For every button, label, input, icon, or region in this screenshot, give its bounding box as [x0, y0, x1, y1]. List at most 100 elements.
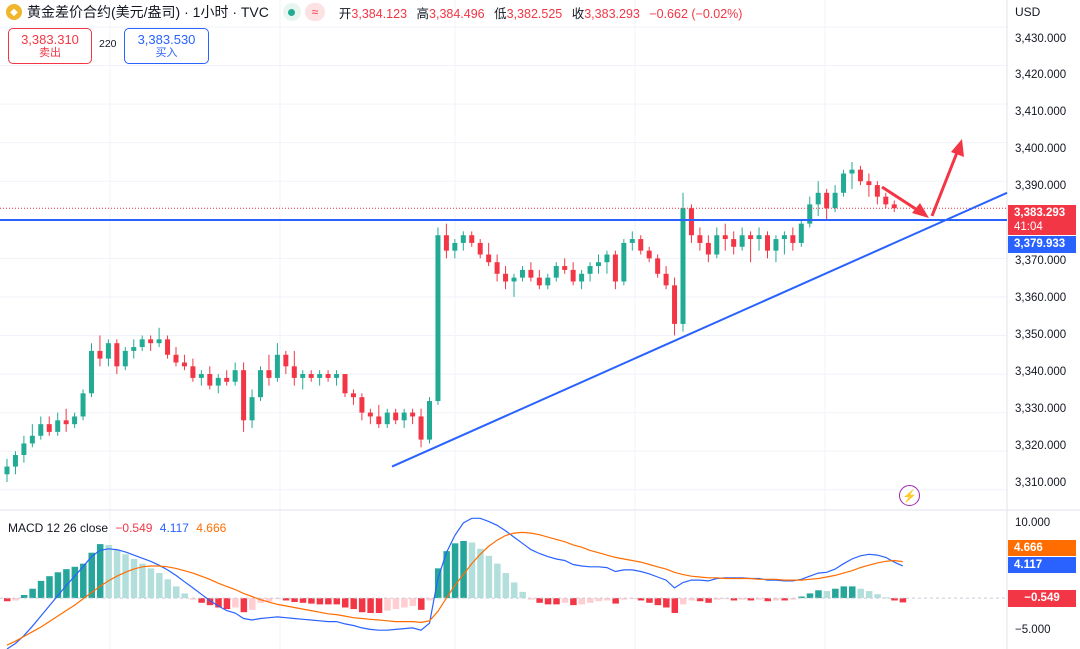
macd-hist-bar	[367, 598, 374, 613]
macd-hist-bar	[840, 586, 848, 599]
buy-price: 3,383.530	[137, 32, 196, 47]
candle-body	[503, 273, 509, 282]
buy-button[interactable]: 3,383.530 买入	[124, 28, 209, 64]
price-axis-label: 3,310.000	[1015, 477, 1067, 489]
arrow-down-drawing[interactable]	[881, 185, 929, 218]
candle-body	[72, 416, 78, 425]
candle-body	[883, 196, 889, 205]
symbol-title[interactable]: 黄金差价合约(美元/盎司) · 1小时 · TVC	[27, 4, 269, 20]
candle-body	[367, 412, 373, 417]
macd-hist-bar	[603, 598, 611, 601]
candle-body	[562, 266, 568, 270]
candle-body	[748, 235, 754, 240]
candle-body	[553, 266, 559, 278]
candle-body	[511, 277, 517, 282]
macd-hist-bar	[249, 598, 256, 610]
candle-body	[274, 354, 280, 378]
candle-body	[89, 350, 94, 394]
wave-icon[interactable]: ≈	[304, 3, 325, 21]
symbol-header: ◆ 黄金差价合约(美元/盎司) · 1小时 · TVC ≈ 开3,384.123…	[6, 2, 742, 22]
candle-body	[477, 242, 483, 255]
candle-body	[781, 235, 787, 240]
candle-body	[469, 235, 475, 243]
macd-legend[interactable]: MACD 12 26 close −0.549 4.117 4.666	[8, 521, 226, 535]
macd-hist-bar	[71, 566, 79, 599]
macd-hist-bar	[232, 598, 239, 608]
candle-body	[570, 269, 576, 282]
macd-hist-bar	[570, 598, 577, 606]
candle-body	[765, 235, 770, 251]
ohlc-close-value: 3,383.293	[584, 6, 640, 21]
candle-body	[579, 273, 585, 282]
candle-body	[545, 277, 551, 286]
macd-hist-bar	[130, 558, 138, 599]
candle-body	[494, 262, 500, 274]
macd-axis-label: −5.000	[1015, 624, 1051, 636]
sell-price: 3,383.310	[21, 32, 79, 47]
price-axis-label: 3,350.000	[1015, 329, 1067, 341]
macd-hist-bar	[561, 598, 569, 603]
macd-hist-bar	[139, 563, 146, 599]
ohlc-change: −0.662 (−0.02%)	[649, 6, 743, 21]
macd-hist-bar	[620, 598, 628, 600]
candle-body	[148, 339, 154, 344]
candle-body	[300, 374, 306, 378]
ohlc-values: 开3,384.123 高3,384.496 低3,382.525 收3,383.…	[339, 3, 743, 22]
candle-body	[773, 239, 779, 251]
candle-body	[536, 277, 542, 286]
spread-value: 220	[99, 38, 117, 50]
candle-body	[596, 262, 601, 267]
macd-hist-bar	[874, 594, 881, 599]
macd-hist-bar	[730, 598, 738, 601]
candle-body	[258, 370, 263, 398]
price-axis-label: 3,420.000	[1015, 69, 1067, 81]
sell-button[interactable]: 3,383.310 卖出	[8, 28, 92, 64]
macd-hist-bar	[401, 598, 408, 608]
sell-label: 卖出	[39, 47, 61, 59]
macd-hist-bar	[899, 598, 907, 603]
candle-body	[266, 370, 272, 378]
macd-hist-bar	[527, 598, 535, 600]
grid-lines	[0, 0, 1007, 649]
macd-name: MACD 12 26 close	[8, 521, 109, 535]
price-axis-label: 3,330.000	[1015, 403, 1067, 415]
candle-body	[334, 374, 340, 378]
candle-body	[384, 412, 390, 425]
candle-body	[283, 354, 289, 367]
macd-hist-bar	[54, 572, 62, 599]
arrow-up-drawing[interactable]	[930, 139, 964, 217]
candle-body	[427, 401, 432, 440]
candle-body	[173, 354, 179, 363]
last-price-tag[interactable]: 3,383.293 41:04	[1008, 205, 1076, 235]
currency-selector[interactable]: USD	[1015, 5, 1041, 19]
candle-body	[519, 269, 525, 278]
macd-hist-bar	[240, 598, 248, 613]
macd-hist-bar	[316, 598, 324, 605]
candle-body	[165, 339, 171, 355]
macd-hist-bar	[434, 568, 442, 599]
candle-body	[29, 435, 35, 444]
price-axis-label: 3,430.000	[1015, 33, 1067, 45]
candle-body	[663, 273, 669, 286]
price-axis-label: 3,410.000	[1015, 106, 1067, 118]
macd-hist-bar	[342, 598, 349, 608]
macd-hist-bar	[882, 597, 890, 599]
lightning-icon[interactable]: ⚡	[899, 485, 920, 506]
macd-hist-bar	[511, 582, 518, 599]
macd-hist-bar	[122, 554, 129, 599]
candle-body	[705, 242, 711, 255]
market-open-icon[interactable]	[282, 3, 301, 21]
histogram-tag: −0.549	[1008, 590, 1076, 607]
trendline-drawing[interactable]	[391, 191, 1008, 468]
candle-body	[308, 374, 314, 378]
gold-logo-icon: ◆	[6, 4, 22, 20]
candle-body	[824, 192, 830, 209]
macd-hist-bar	[206, 598, 214, 606]
candle-body	[291, 366, 297, 378]
horizontal-line-tag[interactable]: 3,379.933	[1008, 236, 1076, 253]
macd-tag: 4.117	[1008, 557, 1076, 573]
candle-body	[139, 339, 145, 348]
candle-body	[21, 443, 27, 456]
candle-body	[232, 370, 238, 382]
